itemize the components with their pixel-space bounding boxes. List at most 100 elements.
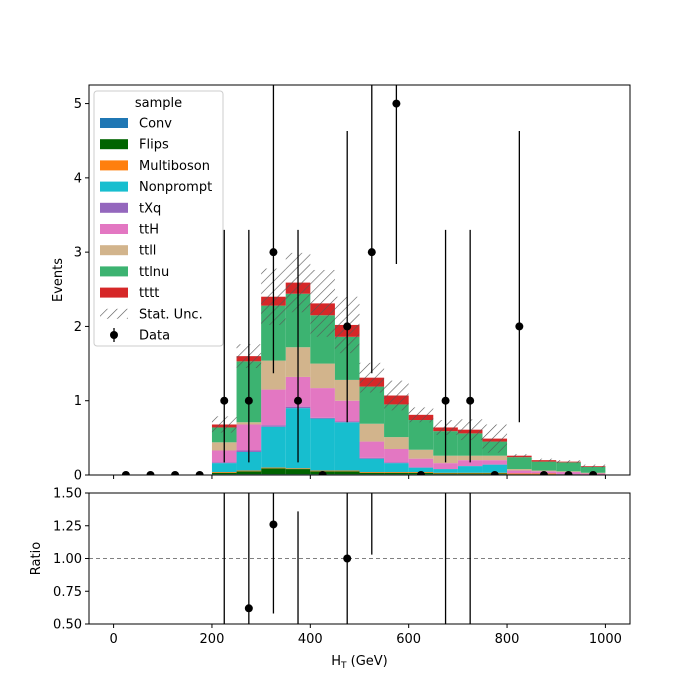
ratio-y-tick-label: 1.50 (53, 487, 82, 502)
ratio-point (244, 604, 253, 613)
legend-label: tXq (139, 201, 161, 216)
bar-nonprompt (211, 463, 237, 473)
data-point (244, 396, 253, 405)
legend-label: ttlnu (139, 265, 169, 280)
bar-nonprompt (384, 463, 409, 473)
y-axis-label: Events (51, 258, 66, 302)
bar-nonprompt (433, 469, 458, 473)
stat-unc-rect (310, 269, 335, 337)
bar-nonprompt (457, 466, 483, 473)
data-point (589, 471, 598, 475)
legend-swatch-txq (100, 202, 128, 213)
data-point (171, 471, 180, 475)
x-tick-label: 800 (495, 632, 520, 647)
ratio-plot-area (89, 493, 630, 624)
bar-ttlnu (580, 466, 606, 473)
bar-tth (408, 458, 434, 468)
bar-multiboson (507, 473, 532, 475)
ratio-y-tick-label: 1.25 (53, 519, 82, 534)
bar-tth (359, 441, 385, 458)
bar-ttlnu (408, 420, 434, 450)
bar-multiboson (261, 467, 286, 469)
series-nonprompt (211, 408, 508, 473)
legend-swatch-ttlnu (100, 266, 128, 277)
legend-title: sample (135, 96, 182, 111)
ratio-point (343, 554, 352, 563)
x-tick-label: 400 (298, 632, 323, 647)
ratio-y-tick-label: 0.50 (53, 618, 82, 633)
legend-data-marker (110, 331, 118, 339)
x-axis-label: HT (GeV) (331, 654, 388, 671)
bar-ttll (531, 470, 557, 472)
bar-tth (457, 460, 483, 467)
bar-nonprompt (261, 426, 286, 468)
bar-ttlnu (531, 461, 557, 471)
stat-unc-rect (531, 458, 557, 462)
bar-flips (433, 473, 458, 475)
legend: sample Conv Flips Multiboson Nonprompt tXq ttH… (93, 90, 224, 347)
data-point (441, 396, 450, 405)
bar-ttll (507, 469, 532, 471)
data-point (564, 471, 573, 475)
legend-swatch-tttt (100, 287, 128, 298)
legend-label: Nonprompt (139, 180, 212, 195)
y-tick-label: 5 (74, 97, 82, 112)
bar-multiboson (285, 468, 311, 470)
stat-unc-rect (507, 454, 532, 458)
stat-unc-rect (408, 407, 434, 423)
bar-flips (457, 473, 483, 475)
data-point (269, 248, 278, 257)
stat-unc-rect (580, 464, 606, 468)
bar-ttll (310, 363, 335, 389)
legend-label: ttH (139, 223, 159, 238)
bar-ttll (359, 423, 385, 442)
bar-multiboson (334, 470, 360, 472)
x-tick-label: 0 (109, 632, 117, 647)
bar-ttlnu (359, 386, 385, 424)
legend-swatch-tth (100, 224, 128, 234)
bar-nonprompt (359, 458, 385, 473)
bar-flips (285, 469, 311, 475)
legend-swatch-nonprompt (100, 181, 128, 192)
main-panel: 0 1 2 3 4 5 Events (51, 84, 631, 484)
bar-ttll (408, 449, 434, 459)
bar-multiboson (457, 472, 483, 474)
ratio-y-tick-label: 0.75 (53, 585, 82, 600)
data-point (146, 471, 155, 475)
data-point (367, 248, 376, 257)
bar-flips (384, 472, 409, 475)
bar-nonprompt (334, 422, 360, 471)
stat-unc-rect (482, 424, 508, 453)
bar-multiboson (359, 472, 385, 473)
data-point (294, 396, 303, 405)
bar-ttll (482, 455, 508, 461)
bar-nonprompt (310, 418, 335, 471)
bar-tth (433, 463, 458, 470)
y-tick-label: 0 (74, 469, 82, 484)
y-tick-label: 1 (74, 394, 82, 409)
y-tick-label: 4 (74, 171, 82, 186)
bar-tth (507, 470, 532, 474)
bar-txq (359, 457, 385, 459)
bar-nonprompt (408, 467, 434, 473)
x-tick-label: 600 (396, 632, 421, 647)
ratio-point (269, 520, 278, 529)
bar-txq (384, 462, 409, 464)
bar-tth (310, 388, 335, 418)
bar-flips (261, 468, 286, 475)
bar-flips (359, 472, 385, 475)
bar-ttll (384, 437, 409, 449)
legend-swatch-ttll (100, 245, 128, 256)
legend-label: Multiboson (139, 159, 210, 174)
bar-nonprompt (482, 464, 508, 473)
y-tick-label: 3 (74, 246, 82, 261)
ratio-y-tick-label: 1.00 (53, 552, 82, 567)
y-tick-label: 2 (74, 320, 82, 335)
ratio-axes-frame (88, 492, 631, 625)
data-point (466, 396, 475, 405)
legend-label: Conv (139, 117, 172, 132)
data-point (343, 322, 352, 331)
legend-label: Data (139, 329, 170, 344)
data-point (539, 471, 548, 475)
